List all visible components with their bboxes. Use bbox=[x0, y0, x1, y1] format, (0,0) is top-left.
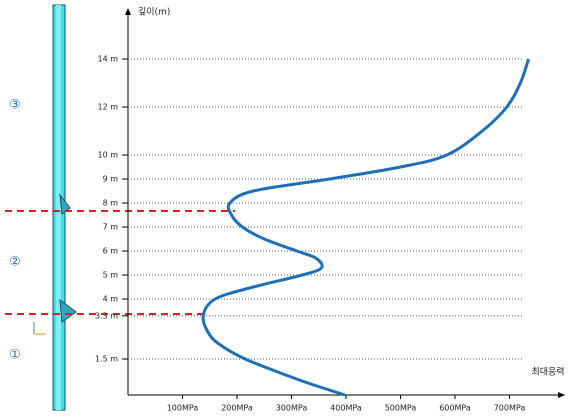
zone-label: ② bbox=[9, 255, 21, 270]
y-tick-label: 9 m bbox=[103, 175, 119, 184]
x-tick-label: 200MPa bbox=[221, 404, 253, 413]
x-arrow bbox=[558, 392, 565, 398]
x-tick-label: 500MPa bbox=[385, 404, 417, 413]
column-figure bbox=[34, 5, 76, 410]
y-tick-label: 6 m bbox=[103, 247, 119, 256]
y-tick-label: 5 m bbox=[103, 271, 119, 280]
x-tick-label: 600MPa bbox=[439, 404, 471, 413]
x-tick-label: 700MPa bbox=[494, 404, 526, 413]
y-tick-label: 3.3 m bbox=[95, 311, 118, 320]
y-tick-label: 7 m bbox=[103, 223, 119, 232]
y-tick-label: 4 m bbox=[103, 295, 119, 304]
y-tick-label: 1.5 m bbox=[95, 355, 118, 364]
y-tick-label: 14 m bbox=[97, 55, 118, 64]
x-tick-label: 100MPa bbox=[167, 404, 199, 413]
zone-label: ③ bbox=[9, 98, 21, 113]
y-tick-label: 12 m bbox=[97, 103, 118, 112]
y-tick-label: 8 m bbox=[103, 199, 119, 208]
zone-label: ① bbox=[9, 348, 21, 363]
x-tick-label: 300MPa bbox=[276, 404, 308, 413]
y-arrow bbox=[125, 8, 131, 15]
x-axis-label: 최대응력 bbox=[531, 366, 564, 378]
x-tick-label: 400MPa bbox=[330, 404, 362, 413]
y-tick-label: 10 m bbox=[97, 151, 118, 160]
chart: ③ ② ① 깊이(m) 최대응력 1.5 m 3.3 m 4 m 5 m 6 m 7 m 8… bbox=[0, 0, 568, 416]
y-axis-label: 깊이(m) bbox=[138, 6, 170, 18]
